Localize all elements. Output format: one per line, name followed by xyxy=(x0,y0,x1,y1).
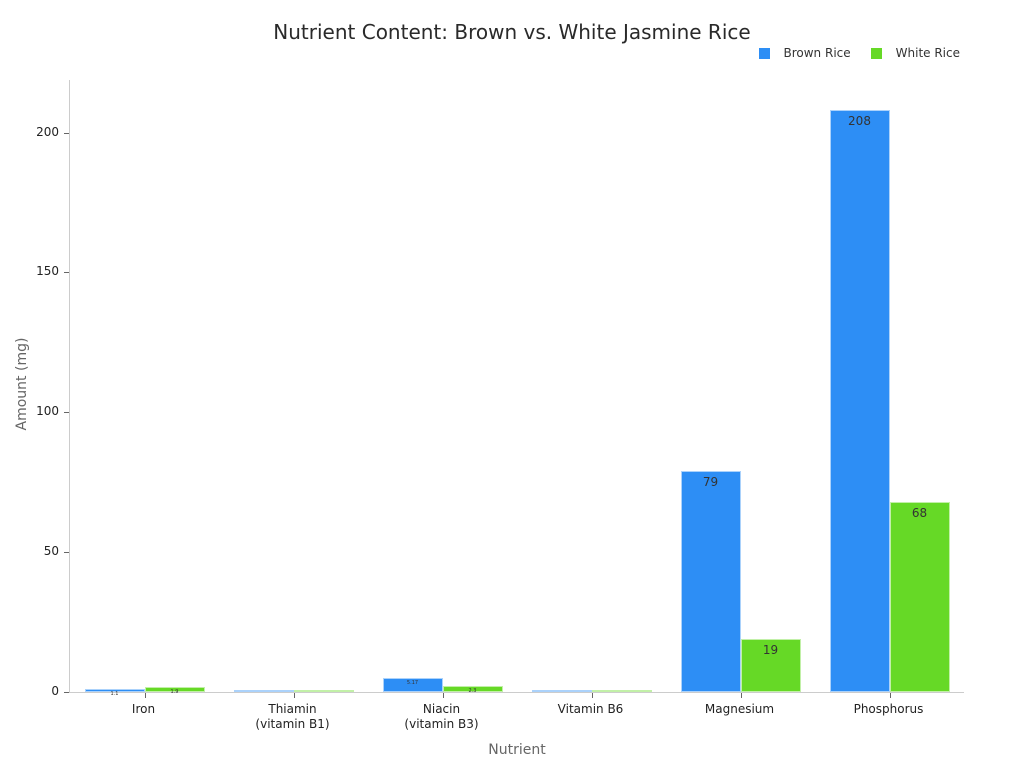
x-tick-label: Magnesium xyxy=(704,702,775,716)
bar-value-label: 1.1 xyxy=(110,690,119,697)
legend-swatch-brown xyxy=(758,47,770,59)
x-tick xyxy=(442,693,444,698)
legend-label: White Rice xyxy=(895,46,960,60)
x-tick-label: Phosphorus xyxy=(853,702,924,716)
bar-white-rice[interactable] xyxy=(293,690,354,692)
y-tick xyxy=(64,412,69,414)
x-tick-label: Niacin (vitamin B3) xyxy=(404,702,479,731)
bar-value-label: 1.9 xyxy=(170,688,179,695)
y-tick xyxy=(64,132,69,134)
y-tick xyxy=(64,692,69,693)
y-tick-label: 200 xyxy=(36,124,59,139)
x-tick-label: Vitamin B6 xyxy=(557,702,624,716)
y-tick xyxy=(64,272,69,274)
bar-value-label: 2.3 xyxy=(468,687,477,694)
legend-label: Brown Rice xyxy=(783,46,851,60)
bar-white-rice[interactable]: 68 xyxy=(889,501,950,692)
bar-brown-rice[interactable] xyxy=(233,690,294,692)
bar-value-label: 19 xyxy=(762,642,779,657)
legend: Brown Rice White Rice xyxy=(739,46,960,60)
bar-brown-rice[interactable]: 1.1 xyxy=(84,688,145,697)
x-tick xyxy=(889,693,891,698)
x-tick xyxy=(144,693,146,698)
bar-value-label: 68 xyxy=(911,505,928,520)
bar-brown-rice[interactable] xyxy=(531,690,592,692)
y-tick-label: 100 xyxy=(36,404,59,419)
bar-white-rice[interactable]: 1.9 xyxy=(144,686,205,695)
bar-brown-rice[interactable]: 208 xyxy=(829,110,890,692)
bar-value-label: 79 xyxy=(702,475,719,490)
x-tick xyxy=(293,693,295,698)
x-tick xyxy=(740,693,742,698)
x-tick-label: Thiamin (vitamin B1) xyxy=(255,702,330,731)
legend-item-brown-rice[interactable]: Brown Rice xyxy=(758,46,851,60)
legend-item-white-rice[interactable]: White Rice xyxy=(870,46,960,60)
y-tick-label: 0 xyxy=(51,684,59,698)
bar-white-rice[interactable] xyxy=(591,690,652,692)
bar-value-label: 5.17 xyxy=(406,679,419,686)
y-tick-label: 150 xyxy=(36,264,59,279)
plot-area: 1.1 1.9 5.17 2.3 79 19 208 68 xyxy=(69,80,964,698)
x-tick xyxy=(591,693,593,698)
x-axis-label: Nutrient xyxy=(488,742,546,758)
bar-value-label: 208 xyxy=(848,114,871,129)
chart-title: Nutrient Content: Brown vs. White Jasmin… xyxy=(273,20,751,44)
y-tick xyxy=(64,552,69,554)
bar-brown-rice[interactable]: 5.17 xyxy=(382,677,443,692)
y-axis-label: Amount (mg) xyxy=(14,337,30,431)
legend-swatch-white xyxy=(870,47,882,59)
bar-white-rice[interactable]: 19 xyxy=(740,638,801,692)
y-tick-label: 50 xyxy=(43,544,59,559)
bar-white-rice[interactable]: 2.3 xyxy=(442,685,503,694)
x-tick-label: Iron xyxy=(131,702,156,716)
bar-brown-rice[interactable]: 79 xyxy=(680,471,741,692)
